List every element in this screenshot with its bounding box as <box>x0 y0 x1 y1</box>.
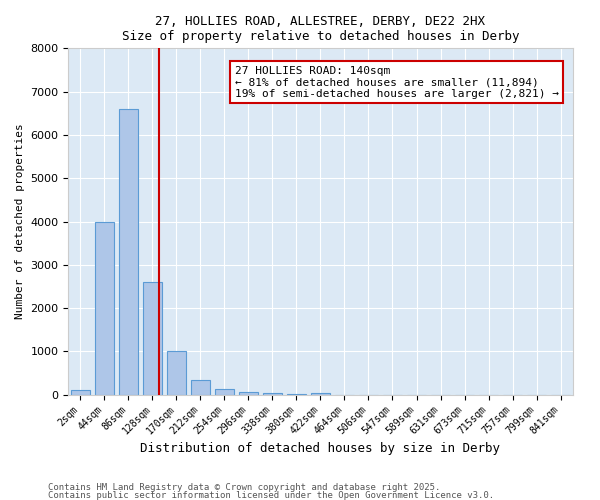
Bar <box>119 109 138 395</box>
Bar <box>143 282 162 395</box>
Bar <box>71 390 90 394</box>
Bar <box>215 389 234 394</box>
X-axis label: Distribution of detached houses by size in Derby: Distribution of detached houses by size … <box>140 442 500 455</box>
Text: Contains HM Land Registry data © Crown copyright and database right 2025.: Contains HM Land Registry data © Crown c… <box>48 483 440 492</box>
Y-axis label: Number of detached properties: Number of detached properties <box>15 124 25 320</box>
Bar <box>191 380 210 394</box>
Title: 27, HOLLIES ROAD, ALLESTREE, DERBY, DE22 2HX
Size of property relative to detach: 27, HOLLIES ROAD, ALLESTREE, DERBY, DE22… <box>122 15 519 43</box>
Text: 27 HOLLIES ROAD: 140sqm
← 81% of detached houses are smaller (11,894)
19% of sem: 27 HOLLIES ROAD: 140sqm ← 81% of detache… <box>235 66 559 99</box>
Bar <box>239 392 258 394</box>
Bar <box>167 352 186 395</box>
Bar <box>311 392 330 394</box>
Text: Contains public sector information licensed under the Open Government Licence v3: Contains public sector information licen… <box>48 490 494 500</box>
Bar <box>95 222 114 394</box>
